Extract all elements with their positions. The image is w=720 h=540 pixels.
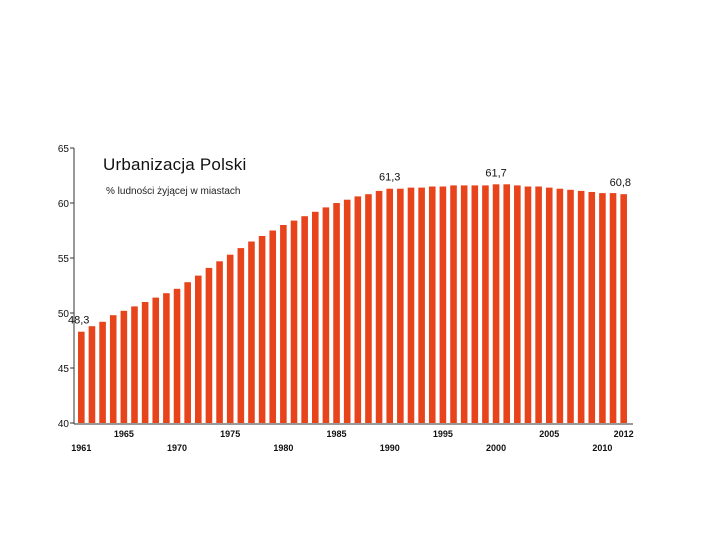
bar-2012: [620, 194, 627, 423]
bar-1993: [418, 187, 425, 423]
y-tick-label: 50: [58, 309, 70, 320]
bar-1970: [173, 288, 181, 423]
bar-1991: [397, 188, 404, 423]
bar-2003: [524, 186, 532, 423]
bar-1996: [450, 185, 457, 423]
bar-1966: [131, 306, 138, 423]
bar-1990: [386, 188, 394, 423]
x-tick-label: 2012: [614, 429, 634, 439]
x-tick-label: 2010: [592, 443, 612, 453]
bar-1977: [248, 241, 255, 423]
bar-1987: [354, 196, 362, 423]
bar-1969: [163, 293, 170, 423]
y-tick-label: 65: [58, 144, 70, 155]
bar-1973: [205, 267, 213, 423]
x-tick-label: 1985: [327, 429, 347, 439]
y-tick-label: 40: [58, 419, 70, 430]
y-tick-label: 55: [58, 254, 70, 265]
bar-1972: [195, 275, 202, 423]
bar-1980: [280, 225, 287, 423]
bar-2002: [514, 185, 521, 423]
bar-1989: [375, 190, 383, 423]
bar-1997: [460, 185, 468, 423]
x-tick-label: 2000: [486, 443, 506, 453]
bar-1968: [152, 297, 160, 423]
bar-1965: [120, 310, 128, 423]
bar-1979: [269, 230, 277, 423]
bar-1983: [311, 211, 319, 423]
x-tick-label: 1975: [220, 429, 240, 439]
bar-2009: [588, 192, 596, 423]
x-tick-label: 1965: [114, 429, 134, 439]
data-label-2012: 60,8: [610, 177, 631, 189]
bar-1962: [88, 326, 96, 423]
bar-2006: [556, 188, 564, 423]
bar-1971: [184, 282, 191, 423]
bar-1975: [226, 254, 234, 423]
bar-1988: [365, 194, 372, 423]
x-tick-label: 2005: [539, 429, 559, 439]
bar-1994: [428, 186, 436, 423]
bar-1998: [471, 185, 479, 423]
bar-2005: [545, 187, 553, 423]
y-tick-label: 60: [58, 199, 70, 210]
y-tick-label: 45: [58, 364, 70, 375]
bar-2010: [599, 193, 606, 423]
bar-2004: [535, 186, 542, 423]
x-tick-label: 1970: [167, 443, 187, 453]
x-tick-label: 1961: [71, 443, 91, 453]
bar-1992: [407, 187, 415, 423]
bar-2000: [492, 184, 500, 423]
chart-subtitle: % ludności żyjącej w miastach: [106, 186, 241, 197]
bar-2011: [609, 193, 617, 423]
bar-1978: [258, 236, 266, 423]
bar-1976: [237, 248, 245, 423]
bar-2008: [577, 190, 585, 423]
x-tick-label: 1995: [433, 429, 453, 439]
bar-1967: [141, 302, 149, 423]
x-tick-label: 1990: [380, 443, 400, 453]
bar-1999: [482, 185, 489, 423]
x-tick-label: 1980: [273, 443, 293, 453]
bar-1995: [439, 186, 447, 423]
data-label-2000: 61,7: [485, 167, 506, 179]
bar-1974: [216, 261, 223, 423]
bar-1982: [301, 216, 308, 423]
bar-2007: [567, 189, 574, 423]
bar-1964: [109, 315, 117, 423]
bar-1963: [99, 321, 106, 423]
chart-title: Urbanizacja Polski: [103, 155, 247, 174]
data-label-1961: 48,3: [68, 315, 89, 327]
bar-1986: [343, 199, 351, 423]
data-label-1990: 61,3: [379, 172, 400, 184]
bar-1981: [290, 220, 298, 423]
bar-1985: [333, 203, 340, 423]
bar-2001: [503, 184, 510, 423]
bar-1984: [322, 207, 330, 423]
bar-1961: [78, 331, 85, 423]
